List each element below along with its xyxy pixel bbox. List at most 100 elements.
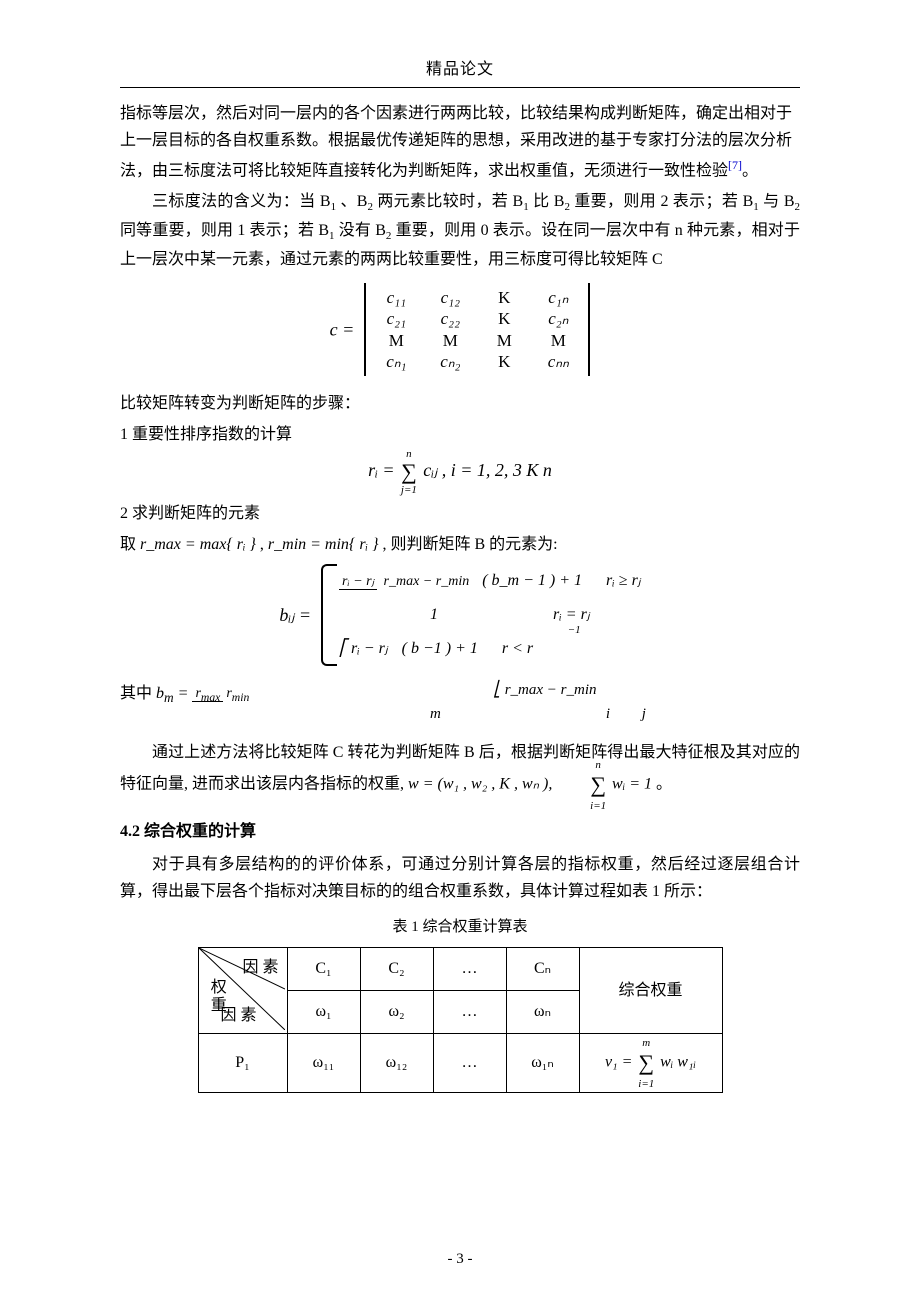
cell: K	[484, 287, 524, 308]
ri-rhs: cᵢⱼ , i = 1, 2, 3 K n	[423, 460, 552, 480]
equation-ri: rᵢ = ∑ n j=1 cᵢⱼ , i = 1, 2, 3 K n	[120, 458, 800, 486]
text: 其中	[120, 685, 156, 702]
cell: c₂₂	[430, 308, 470, 329]
piece1-tail: ( b_m − 1 ) + 1	[482, 572, 582, 589]
th-cn: Cₙ	[506, 947, 579, 990]
cell: M	[430, 330, 470, 351]
step-2-title: 2 求判断矩阵的元素	[120, 500, 800, 527]
equation-bij: bᵢⱼ = rᵢ − rⱼ r_max − r_min ( b_m − 1 ) …	[120, 564, 800, 666]
td-dots: …	[433, 1033, 506, 1092]
text: ,	[260, 536, 268, 553]
cell: c₂₁	[376, 308, 416, 329]
text: 同等重要，则用 1 表示；若 B	[120, 222, 329, 239]
text: 重要，则用 2 表示；若 B	[574, 193, 753, 210]
diag-top: 因 素	[242, 954, 278, 981]
sum-upper: n	[406, 448, 412, 462]
bm-line-row: 其中 bm = rmaxrmin ⎣ r_max − r_min m i j	[120, 680, 800, 727]
text: , 则判断矩阵 B 的元素为:	[382, 536, 557, 553]
td-w1n: ω₁ₙ	[506, 1033, 579, 1092]
frac-den: r_max − r_min	[381, 574, 473, 589]
text: 、B	[340, 193, 367, 210]
rmin-def: r_min = min{ rᵢ }	[268, 536, 379, 553]
piecewise-brace: rᵢ − rⱼ r_max − r_min ( b_m − 1 ) + 1 rᵢ…	[321, 564, 641, 666]
td-w11: ω₁₁	[287, 1033, 360, 1092]
bij-lhs: bᵢⱼ =	[279, 605, 311, 625]
sum-body: wᵢ = 1	[612, 776, 652, 793]
matrix-lhs: c =	[330, 319, 355, 339]
cell: cₙₙ	[538, 351, 578, 372]
paragraph-2: 三标度法的含义为：当 B1 、B2 两元素比较时，若 B1 比 B2 重要，则用…	[120, 188, 800, 273]
cell: cₙ₂	[430, 351, 470, 372]
cell: cₙ₁	[376, 351, 416, 372]
text: 没有 B	[339, 222, 386, 239]
td-wn: ωₙ	[506, 990, 579, 1033]
equation-matrix-c: c = c₁₁c₁₂Kc₁ₙ c₂₁c₂₂Kc₂ₙ MMMM cₙ₁cₙ₂Kcₙ…	[120, 283, 800, 376]
page-header: 精品论文	[120, 56, 800, 83]
text: 取	[120, 536, 140, 553]
piece3-lower1: ⎣ r_max − r_min	[290, 678, 800, 704]
cell: M	[484, 330, 524, 351]
sum-symbol: ∑ m i=1	[638, 1044, 654, 1081]
sum-symbol: ∑ n j=1	[401, 458, 417, 486]
step-2-line: 取 r_max = max{ rᵢ } , r_min = min{ rᵢ } …	[120, 531, 800, 558]
td-w2: ω₂	[360, 990, 433, 1033]
th-c1: C₁	[287, 947, 360, 990]
cell: c₁₂	[430, 287, 470, 308]
text: 两元素比较时，若 B	[377, 193, 523, 210]
td-formula-v1: v₁ = ∑ m i=1 wᵢ w₁ᵢ	[579, 1033, 722, 1092]
matrix-body: c₁₁c₁₂Kc₁ₙ c₂₁c₂₂Kc₂ₙ MMMM cₙ₁cₙ₂Kcₙₙ	[364, 283, 590, 376]
step-1-title: 1 重要性排序指数的计算	[120, 421, 800, 448]
header-rule	[120, 87, 800, 88]
steps-title: 比较矩阵转变为判断矩阵的步骤：	[120, 390, 800, 417]
piece3-cond: r < r	[502, 639, 533, 659]
sum-upper: m	[642, 1034, 650, 1053]
cell: K	[484, 308, 524, 329]
cell: c₁ₙ	[538, 287, 578, 308]
sum-upper: n	[563, 756, 601, 775]
table-1: 因 素 权重 因 素 C₁ C₂ … Cₙ 综合权重 ω₁ ω₂ … ωₙ P₁…	[198, 947, 723, 1093]
cell: c₂ₙ	[538, 308, 578, 329]
w-vector: w = (w₁ , w₂ , K , wₙ ),	[408, 776, 552, 793]
table-1-caption: 表 1 综合权重计算表	[120, 915, 800, 941]
cell: c₁₁	[376, 287, 416, 308]
citation-7: [7]	[728, 158, 742, 172]
text: 比 B	[533, 193, 564, 210]
th-c2: C₂	[360, 947, 433, 990]
paragraph-4: 对于具有多层结构的的评价体系，可通过分别计算各层的指标权重，然后经过逐层组合计算…	[120, 851, 800, 905]
paragraph-1: 指标等层次，然后对同一层内的各个因素进行两两比较，比较结果构成判断矩阵，确定出相…	[120, 100, 800, 184]
ri-lhs: rᵢ =	[368, 460, 395, 480]
piece1-cond: rᵢ ≥ rⱼ	[606, 571, 641, 591]
piece3-exp: −1	[568, 624, 581, 638]
sum-lower: i=1	[638, 1075, 654, 1094]
p1-end: 。	[742, 162, 758, 179]
th-dots: …	[433, 947, 506, 990]
rmax-def: r_max = max{ rᵢ }	[140, 536, 256, 553]
sub-ij: i j	[606, 706, 660, 722]
td-p1: P₁	[198, 1033, 287, 1092]
paragraph-3: 通过上述方法将比较矩阵 C 转花为判断矩阵 B 后，根据判断矩阵得出最大特征根及…	[120, 739, 800, 804]
table-header-diagonal: 因 素 权重 因 素	[198, 947, 287, 1033]
v1-lhs: v₁ =	[605, 1054, 632, 1071]
bm-expr: bm = rmaxrmin	[156, 685, 252, 702]
page-number: - 3 -	[0, 1247, 920, 1273]
diag-bot: 因 素	[221, 1002, 257, 1029]
piece3-bracket: ⎡ rᵢ − rⱼ	[339, 640, 388, 657]
piece2-val: 1	[339, 605, 529, 625]
piece3-lower-sub: m i j	[290, 702, 800, 728]
th-weight: 综合权重	[579, 947, 722, 1033]
td-w12: ω₁₂	[360, 1033, 433, 1092]
section-4-2-title: 4.2 综合权重的计算	[120, 818, 800, 845]
td-w1: ω₁	[287, 990, 360, 1033]
piece2-cond: rᵢ = rⱼ	[553, 605, 590, 625]
text: 与 B	[763, 193, 794, 210]
td-dots: …	[433, 990, 506, 1033]
p1-text: 指标等层次，然后对同一层内的各个因素进行两两比较，比较结果构成判断矩阵，确定出相…	[120, 105, 792, 179]
sum-symbol: ∑ n i=1	[558, 766, 606, 803]
piece3-tail: ( b −1 ) + 1	[402, 640, 478, 657]
sub-m: m	[430, 706, 471, 722]
cell: K	[484, 351, 524, 372]
fraction: rᵢ − rⱼ r_max − r_min	[339, 573, 472, 591]
frac-num: rᵢ − rⱼ	[339, 574, 377, 590]
text: 。	[656, 776, 672, 793]
sum-lower: j=1	[401, 484, 417, 498]
